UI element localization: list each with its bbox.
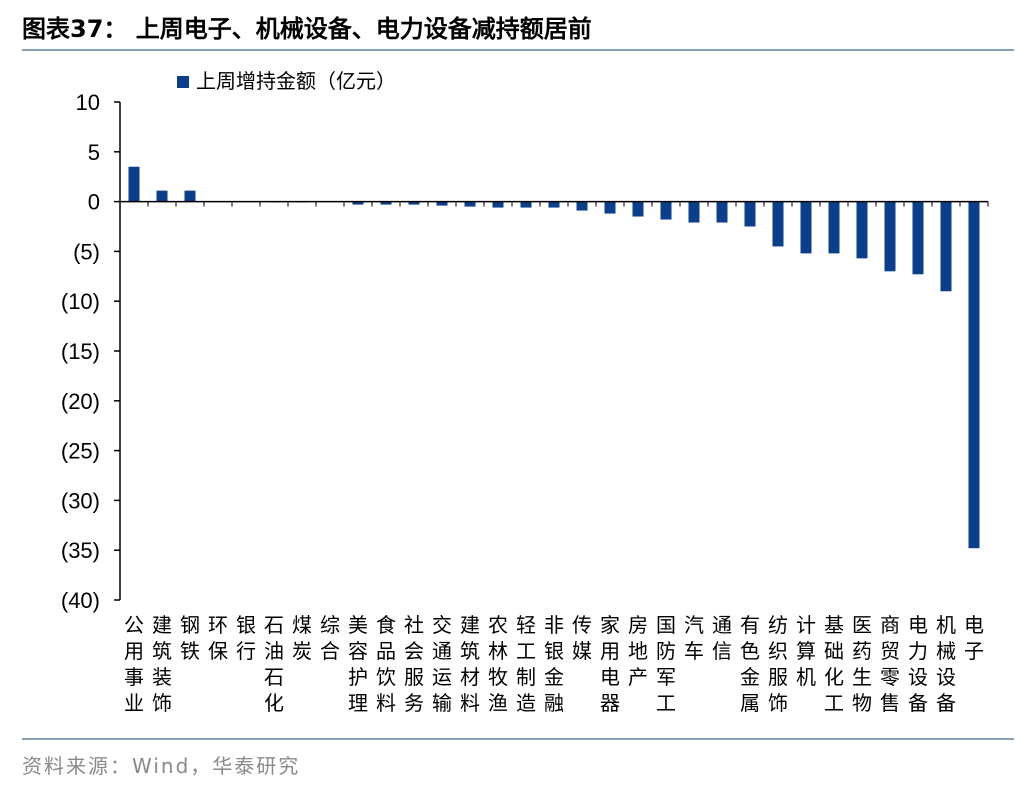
legend-label: 上周增持金额（亿元） [196, 69, 396, 93]
title-row: 图表37： 上周电子、机械设备、电力设备减持额居前 [22, 12, 592, 46]
x-tick-label: 交通运输 [432, 613, 452, 715]
y-tick-label: (5) [73, 239, 100, 264]
legend-swatch [177, 76, 189, 88]
chart-title: 图表37： 上周电子、机械设备、电力设备减持额居前 [22, 15, 592, 43]
y-tick-label: 5 [88, 140, 100, 165]
x-tick-label: 医药生物 [852, 613, 872, 715]
bar [856, 201, 868, 259]
x-tick-label: 煤炭 [292, 613, 312, 663]
x-axis-labels: 公用事业建筑装饰钢铁环保银行石油石化煤炭综合美容护理食品饮料社会服务交通运输建筑… [124, 613, 984, 715]
y-tick-label: (35) [61, 538, 100, 563]
y-tick-label: 10 [76, 90, 100, 115]
bar [632, 201, 644, 217]
bar [156, 190, 168, 202]
bar [408, 201, 420, 205]
x-tick-label: 传媒 [572, 613, 592, 663]
x-tick-label: 公用事业 [124, 613, 144, 715]
x-tick-label: 商贸零售 [880, 613, 900, 715]
x-tick-label: 石油石化 [264, 613, 284, 715]
x-tick-label: 轻工制造 [516, 613, 536, 715]
x-tick-label: 房地产 [628, 613, 648, 689]
x-tick-label: 汽车 [684, 613, 704, 663]
bar [772, 201, 784, 247]
x-tick-label: 计算机 [796, 613, 816, 689]
bar [744, 201, 756, 227]
x-tick-label: 环保 [208, 613, 228, 663]
bar [184, 190, 196, 202]
bar [604, 201, 616, 214]
y-tick-label: (40) [61, 588, 100, 613]
bar [520, 201, 532, 208]
x-tick-label: 食品饮料 [376, 613, 396, 715]
footer-divider [22, 738, 1014, 740]
bars [128, 166, 980, 549]
x-tick-label: 电力设备 [908, 613, 928, 715]
bar [800, 201, 812, 254]
bar [352, 201, 364, 205]
bar [436, 201, 448, 206]
bar [884, 201, 896, 272]
bar [660, 201, 672, 220]
y-tick-label: (10) [61, 289, 100, 314]
y-tick-label: (20) [61, 389, 100, 414]
bar [548, 201, 560, 208]
x-tick-label: 纺织服饰 [768, 613, 788, 715]
bar [912, 201, 924, 275]
x-tick-label: 国防军工 [656, 613, 676, 715]
bar-chart: 上周增持金额（亿元） 10 5 0 (5) (10) (15) (20) (25) (30) (3… [61, 69, 989, 715]
x-tick-label: 农林牧渔 [488, 613, 508, 715]
bar [464, 201, 476, 207]
bar [716, 201, 728, 223]
title-divider [22, 49, 1014, 51]
bar [968, 201, 980, 549]
bar [688, 201, 700, 223]
x-tick-label: 美容护理 [348, 613, 368, 715]
x-tick-label: 通信 [712, 613, 732, 663]
bar [828, 201, 840, 254]
x-tick-label: 社会服务 [404, 613, 424, 715]
bar [380, 201, 392, 205]
x-tick-label: 电子 [964, 613, 984, 663]
bar [128, 166, 140, 202]
x-tick-label: 基础化工 [824, 613, 844, 715]
x-tick-label: 有色金属 [740, 613, 760, 715]
x-axis [119, 200, 989, 207]
x-tick-label: 建筑装饰 [152, 613, 172, 715]
legend: 上周增持金额（亿元） [177, 69, 396, 93]
y-axis: 10 5 0 (5) (10) (15) (20) (25) (30) (35) (40) [61, 90, 121, 613]
x-tick-label: 建筑材料 [460, 613, 480, 715]
bar [940, 201, 952, 292]
y-tick-label: (15) [61, 339, 100, 364]
y-tick-label: 0 [88, 190, 100, 215]
y-tick-label: (25) [61, 439, 100, 464]
source-note: 资料来源：Wind，华泰研究 [22, 754, 301, 778]
x-tick-label: 综合 [320, 613, 340, 663]
x-tick-label: 非银金融 [544, 613, 564, 715]
x-tick-label: 机械设备 [936, 613, 956, 715]
y-tick-label: (30) [61, 488, 100, 513]
bar [576, 201, 588, 211]
x-tick-label: 家用电器 [600, 613, 620, 715]
x-tick-label: 钢铁 [180, 613, 200, 663]
x-tick-label: 银行 [236, 613, 256, 663]
bar [492, 201, 504, 208]
